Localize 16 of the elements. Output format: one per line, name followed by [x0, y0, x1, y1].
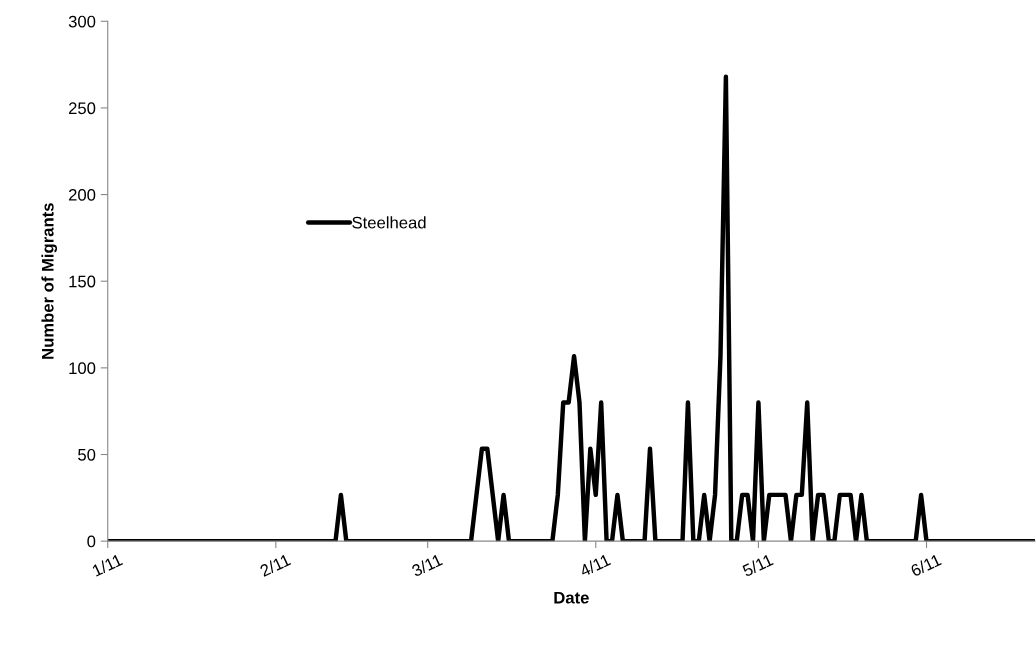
- x-tick-label: 2/11: [259, 553, 292, 577]
- y-tick-label: 150: [69, 275, 96, 288]
- x-tick-label: 6/11: [909, 553, 942, 577]
- x-tick-label: 3/11: [410, 553, 443, 577]
- y-axis-title: Number of Migrants: [41, 203, 58, 359]
- x-tick-label: 4/11: [578, 553, 612, 578]
- legend-label: Steelhead: [352, 216, 426, 229]
- y-tick-label: 0: [87, 535, 96, 548]
- y-tick-label: 100: [69, 362, 96, 375]
- y-tick-label: 250: [68, 102, 96, 115]
- x-tick-label: 1/11: [91, 553, 124, 577]
- x-tick-label: 5/11: [741, 553, 774, 577]
- x-axis-title: Date: [554, 591, 589, 604]
- y-tick-label: 50: [78, 448, 96, 461]
- y-tick-label: 200: [68, 188, 96, 201]
- y-tick-label: 300: [68, 15, 96, 28]
